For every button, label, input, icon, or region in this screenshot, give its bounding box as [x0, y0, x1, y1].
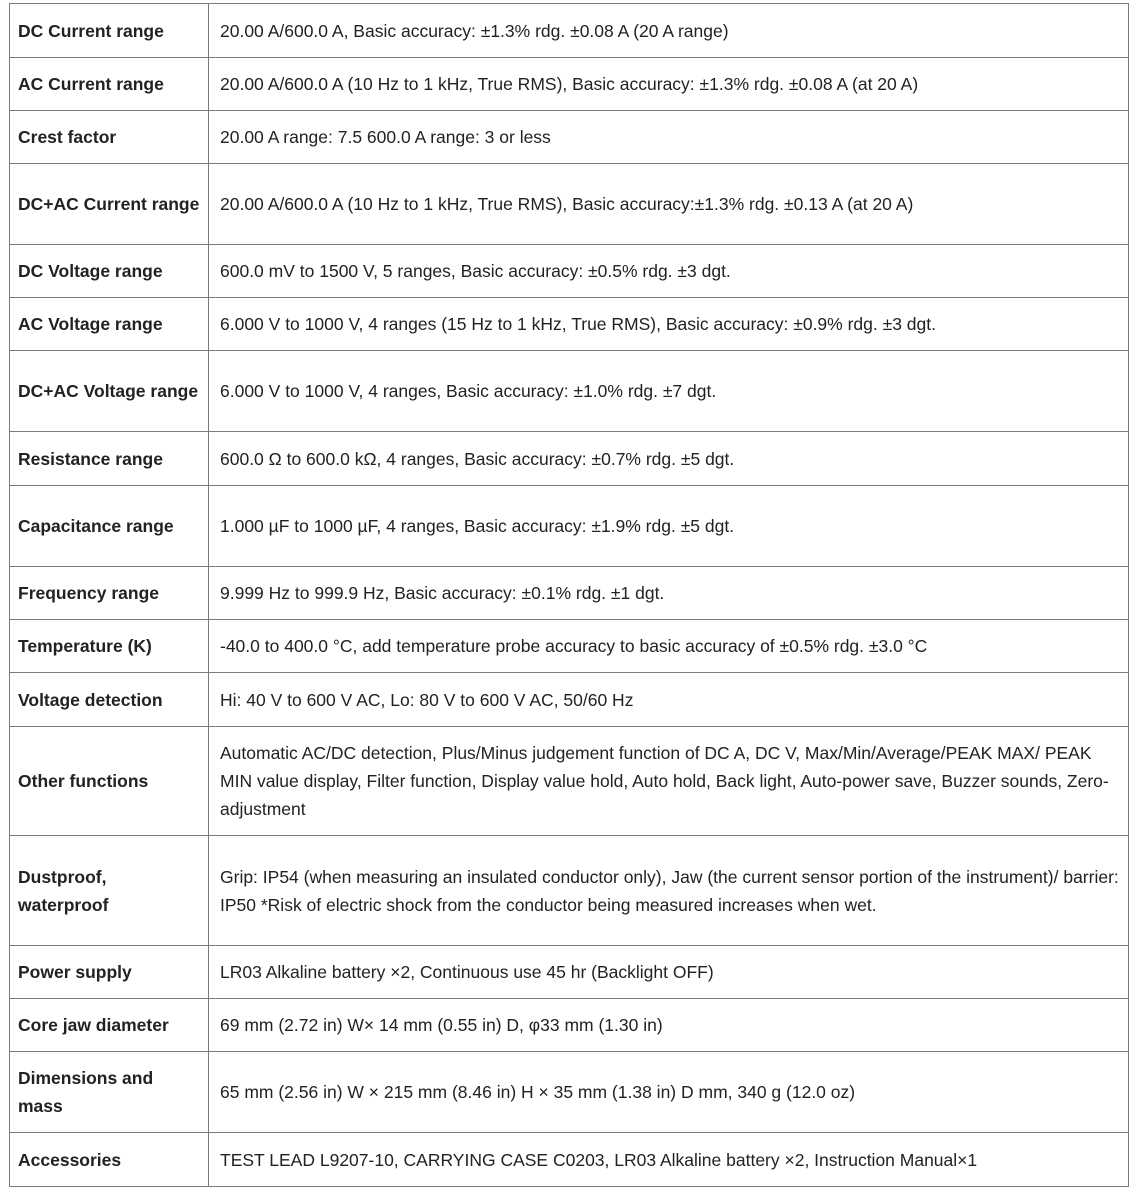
spec-value: LR03 Alkaline battery ×2, Continuous use… [208, 945, 1129, 999]
spec-value: 65 mm (2.56 in) W × 215 mm (8.46 in) H ×… [208, 1051, 1129, 1133]
spec-value: Hi: 40 V to 600 V AC, Lo: 80 V to 600 V … [208, 672, 1129, 727]
spec-label: Dustproof, waterproof [9, 835, 209, 946]
table-row: Crest factor 20.00 A range: 7.5 600.0 A r… [9, 110, 1129, 164]
spec-value: 600.0 mV to 1500 V, 5 ranges, Basic accu… [208, 244, 1129, 298]
table-row: DC Voltage range 600.0 mV to 1500 V, 5 ra… [9, 244, 1129, 298]
table-row: DC+AC Voltage range 6.000 V to 1000 V, 4 … [9, 350, 1129, 432]
spec-label: DC+AC Voltage range [9, 350, 209, 432]
spec-label: Dimensions and mass [9, 1051, 209, 1133]
spec-value: TEST LEAD L9207-10, CARRYING CASE C0203,… [208, 1132, 1129, 1187]
table-row: Frequency range 9.999 Hz to 999.9 Hz, Bas… [9, 566, 1129, 620]
spec-label: Accessories [9, 1132, 209, 1187]
spec-value: 9.999 Hz to 999.9 Hz, Basic accuracy: ±0… [208, 566, 1129, 620]
spec-label: Other functions [9, 726, 209, 836]
spec-label: Voltage detection [9, 672, 209, 727]
spec-value: Grip: IP54 (when measuring an insulated … [208, 835, 1129, 946]
spec-table: DC Current range 20.00 A/600.0 A, Basic a… [9, 3, 1129, 1187]
table-row: AC Current range 20.00 A/600.0 A (10 Hz t… [9, 57, 1129, 111]
spec-label: DC Voltage range [9, 244, 209, 298]
spec-label: Temperature (K) [9, 619, 209, 673]
table-row: Power supply LR03 Alkaline battery ×2, Co… [9, 945, 1129, 999]
table-row: Dimensions and mass 65 mm (2.56 in) W × 2… [9, 1051, 1129, 1133]
table-row: Dustproof, waterproof Grip: IP54 (when me… [9, 835, 1129, 946]
spec-label: DC Current range [9, 3, 209, 58]
spec-label: AC Current range [9, 57, 209, 111]
spec-value: 20.00 A/600.0 A, Basic accuracy: ±1.3% r… [208, 3, 1129, 58]
spec-value: 20.00 A/600.0 A (10 Hz to 1 kHz, True RM… [208, 163, 1129, 245]
spec-value: 1.000 µF to 1000 µF, 4 ranges, Basic acc… [208, 485, 1129, 567]
table-row: DC+AC Current range 20.00 A/600.0 A (10 H… [9, 163, 1129, 245]
spec-value: 20.00 A range: 7.5 600.0 A range: 3 or l… [208, 110, 1129, 164]
spec-label: Resistance range [9, 431, 209, 486]
spec-label: Core jaw diameter [9, 998, 209, 1052]
table-row: Temperature (K) -40.0 to 400.0 °C, add te… [9, 619, 1129, 673]
spec-value: 6.000 V to 1000 V, 4 ranges, Basic accur… [208, 350, 1129, 432]
table-row: AC Voltage range 6.000 V to 1000 V, 4 ran… [9, 297, 1129, 351]
table-row: Resistance range 600.0 Ω to 600.0 kΩ, 4 r… [9, 431, 1129, 486]
spec-label: AC Voltage range [9, 297, 209, 351]
spec-value: 6.000 V to 1000 V, 4 ranges (15 Hz to 1 … [208, 297, 1129, 351]
table-row: Core jaw diameter 69 mm (2.72 in) W× 14 m… [9, 998, 1129, 1052]
table-row: Accessories TEST LEAD L9207-10, CARRYING … [9, 1132, 1129, 1187]
spec-label: Frequency range [9, 566, 209, 620]
spec-label: Crest factor [9, 110, 209, 164]
spec-label: Power supply [9, 945, 209, 999]
spec-value: Automatic AC/DC detection, Plus/Minus ju… [208, 726, 1129, 836]
spec-value: -40.0 to 400.0 °C, add temperature probe… [208, 619, 1129, 673]
spec-value: 600.0 Ω to 600.0 kΩ, 4 ranges, Basic acc… [208, 431, 1129, 486]
table-row: Other functions Automatic AC/DC detection… [9, 726, 1129, 836]
spec-value: 69 mm (2.72 in) W× 14 mm (0.55 in) D, φ3… [208, 998, 1129, 1052]
spec-value: 20.00 A/600.0 A (10 Hz to 1 kHz, True RM… [208, 57, 1129, 111]
spec-label: Capacitance range [9, 485, 209, 567]
spec-label: DC+AC Current range [9, 163, 209, 245]
table-row: Capacitance range 1.000 µF to 1000 µF, 4 … [9, 485, 1129, 567]
table-row: Voltage detection Hi: 40 V to 600 V AC, L… [9, 672, 1129, 727]
table-row: DC Current range 20.00 A/600.0 A, Basic a… [9, 3, 1129, 58]
